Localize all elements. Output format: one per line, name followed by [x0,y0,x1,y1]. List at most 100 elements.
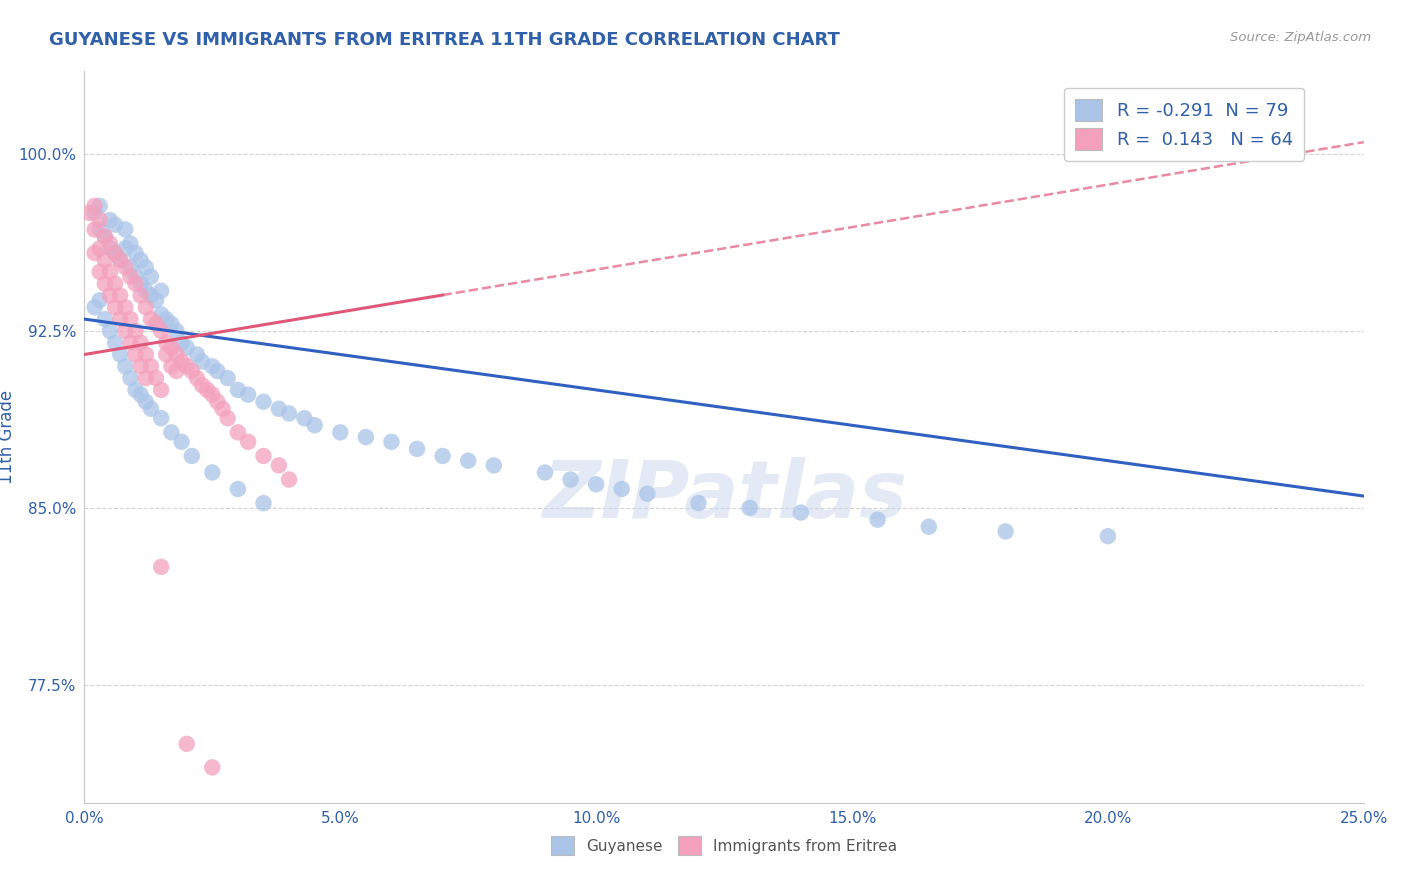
Point [129,288,152,302]
Point [166,324,188,338]
Point [129,359,152,374]
Point [195,383,218,397]
Legend: Guyanese, Immigrants from Eritrea: Guyanese, Immigrants from Eritrea [546,830,903,861]
Point [610,482,633,496]
Point [304,418,326,433]
Point [176,359,198,374]
Point [94,312,117,326]
Point [176,737,198,751]
Point [150,383,173,397]
Point [252,394,274,409]
Point [160,425,183,440]
Point [135,347,157,361]
Point [155,335,177,350]
Point [135,371,157,385]
Point [98,265,121,279]
Point [114,301,136,315]
Point [129,387,152,401]
Point [155,347,177,361]
Text: Source: ZipAtlas.com: Source: ZipAtlas.com [1230,31,1371,45]
Point [114,241,136,255]
Point [94,253,117,268]
Point [191,354,214,368]
Point [201,760,224,774]
Point [918,520,941,534]
Point [252,449,274,463]
Point [89,265,111,279]
Point [104,335,127,350]
Point [150,307,173,321]
Point [129,253,152,268]
Point [150,411,173,425]
Point [738,500,761,515]
Point [83,222,105,236]
Point [166,364,188,378]
Point [482,458,505,473]
Point [688,496,710,510]
Point [180,364,202,378]
Point [129,277,152,291]
Point [83,246,105,260]
Point [170,354,193,368]
Point [278,407,301,421]
Point [98,288,121,302]
Text: ZIPatlas: ZIPatlas [541,457,907,534]
Point [236,387,259,401]
Point [278,473,301,487]
Point [120,236,142,251]
Point [207,394,229,409]
Point [94,277,117,291]
Point [139,312,162,326]
Point [170,434,193,449]
Point [145,317,167,331]
Point [124,269,146,284]
Point [201,359,224,374]
Point [180,449,202,463]
Point [155,312,177,326]
Point [354,430,377,444]
Point [104,246,127,260]
Point [160,317,183,331]
Point [108,253,131,268]
Point [534,466,557,480]
Point [186,347,208,361]
Point [406,442,429,456]
Point [1097,529,1119,543]
Point [120,335,142,350]
Point [120,312,142,326]
Point [252,496,274,510]
Point [150,324,173,338]
Point [432,449,454,463]
Point [79,206,101,220]
Point [135,260,157,275]
Point [114,222,136,236]
Point [211,401,233,416]
Point [120,371,142,385]
Point [201,466,224,480]
Point [139,359,162,374]
Point [145,371,167,385]
Point [135,284,157,298]
Point [160,359,183,374]
Point [124,383,146,397]
Point [120,269,142,284]
Point [129,335,152,350]
Point [114,324,136,338]
Point [457,453,479,467]
Point [139,269,162,284]
Point [83,206,105,220]
Point [104,277,127,291]
Point [160,340,183,354]
Point [108,312,131,326]
Point [89,199,111,213]
Point [329,425,352,440]
Point [267,458,290,473]
Point [124,324,146,338]
Point [124,347,146,361]
Point [108,347,131,361]
Point [83,301,105,315]
Point [226,383,249,397]
Point [166,347,188,361]
Point [191,378,214,392]
Point [89,293,111,308]
